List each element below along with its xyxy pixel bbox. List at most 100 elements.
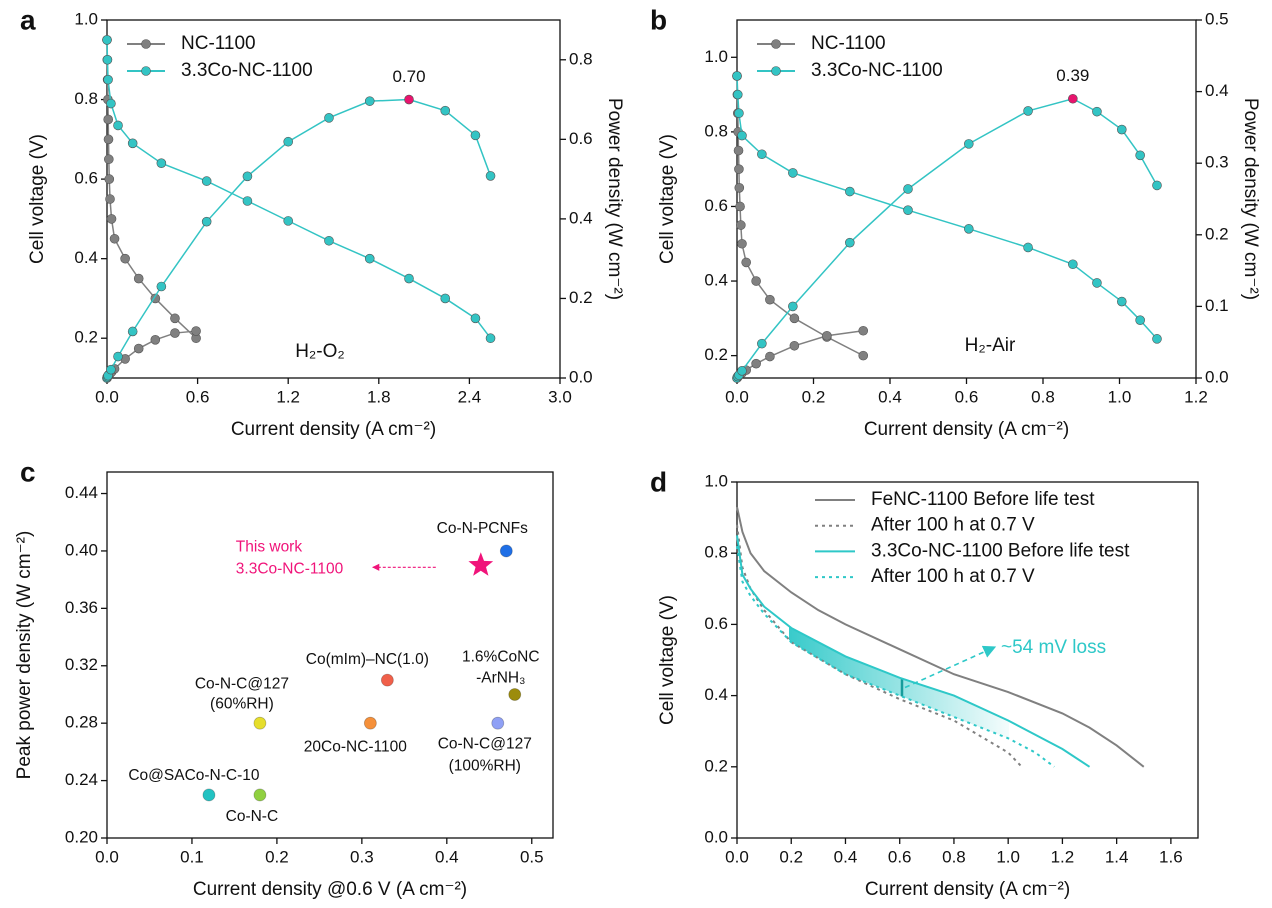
- y2-tick-label: 0.1: [1205, 296, 1229, 315]
- y2-tick-label: 0.8: [569, 49, 593, 68]
- point-label: (60%RH): [210, 695, 274, 712]
- series-line: [736, 97, 1158, 379]
- series-line: [736, 330, 864, 379]
- data-point: [765, 294, 775, 305]
- data-point: [788, 301, 798, 312]
- point-label: Co@SACo-N-C-10: [128, 767, 260, 784]
- plot-frame: [106, 471, 554, 839]
- x-tick-label: 1.2: [276, 387, 300, 406]
- data-point: [1092, 278, 1102, 288]
- x-tick-label: 0.5: [520, 847, 544, 866]
- series-line: [736, 75, 864, 357]
- legend-label: After 100 h at 0.7 V: [871, 515, 1035, 536]
- data-point: [737, 238, 747, 249]
- point-label: Co-N-C@127: [438, 735, 532, 752]
- data-point: [470, 130, 481, 141]
- y-tick-label: 1.0: [704, 471, 728, 490]
- data-point: [858, 350, 869, 361]
- data-point: [845, 186, 855, 197]
- y-tick-label: 0.6: [704, 196, 728, 215]
- point-label: Co-N-PCNFs: [437, 520, 529, 537]
- y-axis-label: Cell voltage (V): [27, 134, 48, 264]
- y-tick-label: 0.6: [704, 614, 728, 633]
- y2-tick-label: 0.0: [1205, 367, 1229, 386]
- data-point: [757, 149, 767, 160]
- data-point: [127, 138, 138, 149]
- data-point: [1116, 296, 1127, 307]
- peak-label: 0.39: [1056, 66, 1089, 85]
- y-tick-label: 0.4: [74, 248, 98, 267]
- legend-label: 3.3Co-NC-1100 Before life test: [871, 540, 1130, 561]
- y-tick-label: 0.24: [65, 770, 98, 789]
- data-point: [324, 235, 334, 246]
- y2-tick-label: 0.5: [1205, 9, 1229, 28]
- data-point: [191, 326, 201, 336]
- y2-tick-label: 0.3: [1205, 153, 1229, 172]
- x-tick-label: 1.6: [1159, 847, 1183, 866]
- data-point: [751, 276, 761, 286]
- data-point: [822, 330, 832, 341]
- point-label: Co-N-C@127: [195, 675, 289, 692]
- legend-label: 3.3Co-NC-1100: [181, 60, 313, 81]
- loss-shade: [789, 626, 1009, 739]
- y2-axis-label: Power density (W cm⁻²): [1240, 98, 1261, 300]
- data-point: [150, 335, 161, 345]
- data-point: [789, 340, 800, 351]
- plot-frame: [106, 19, 561, 379]
- y-axis-label: Peak power density (W cm⁻²): [14, 531, 35, 780]
- y-tick-label: 0.2: [704, 345, 728, 364]
- data-point: [242, 171, 253, 182]
- y2-tick-label: 0.0: [569, 367, 593, 386]
- scatter-point: [253, 716, 267, 730]
- data-point: [105, 194, 115, 204]
- data-point: [404, 273, 414, 284]
- data-point: [903, 205, 913, 215]
- data-point: [757, 338, 767, 349]
- series-line: [736, 506, 1145, 768]
- point-label: 1.6%CoNC: [462, 649, 540, 666]
- data-point: [104, 174, 115, 184]
- data-point: [1023, 242, 1033, 253]
- data-point: [109, 233, 120, 244]
- legend-label: 3.3Co-NC-1100: [811, 60, 943, 81]
- series-line: [106, 39, 197, 339]
- data-point: [734, 183, 745, 193]
- data-point: [364, 253, 375, 264]
- x-tick-label: 0.4: [834, 847, 858, 866]
- x-tick-label: 0.0: [725, 847, 749, 866]
- x-axis-label: Current density @0.6 V (A cm⁻²): [193, 879, 467, 900]
- x-tick-label: 0.0: [95, 387, 119, 406]
- legend-label: NC-1100: [811, 33, 886, 54]
- x-tick-label: 0.0: [95, 847, 119, 866]
- series-line: [736, 545, 1055, 768]
- data-point: [845, 237, 855, 248]
- data-point: [736, 220, 746, 230]
- x-tick-label: 2.4: [458, 387, 482, 406]
- y-tick-label: 0.28: [65, 713, 98, 732]
- data-point: [735, 201, 745, 212]
- plot-frame: [736, 481, 1199, 839]
- data-point: [963, 139, 974, 149]
- data-point: [440, 105, 451, 116]
- data-point: [485, 171, 496, 181]
- data-point: [1023, 106, 1033, 116]
- point-label: Co(mIm)–NC(1.0): [306, 651, 429, 668]
- data-point: [242, 196, 253, 206]
- data-point: [113, 120, 123, 131]
- y2-tick-label: 0.6: [569, 129, 593, 148]
- data-point: [156, 281, 167, 292]
- legend-label: NC-1100: [181, 33, 256, 54]
- y-tick-label: 0.8: [704, 543, 728, 562]
- y-tick-label: 0.44: [65, 483, 98, 502]
- loss-annotation: ~54 mV loss: [1001, 637, 1106, 658]
- data-point: [1068, 93, 1078, 104]
- panel-label: b: [650, 4, 667, 35]
- scatter-point: [499, 544, 513, 558]
- data-point: [903, 184, 913, 194]
- data-point: [324, 113, 334, 123]
- data-point: [120, 253, 130, 264]
- legend-label: FeNC-1100 Before life test: [871, 489, 1095, 510]
- condition-label: H₂-Air: [965, 335, 1016, 356]
- y-tick-label: 0.4: [704, 685, 728, 704]
- scatter-point: [253, 788, 267, 802]
